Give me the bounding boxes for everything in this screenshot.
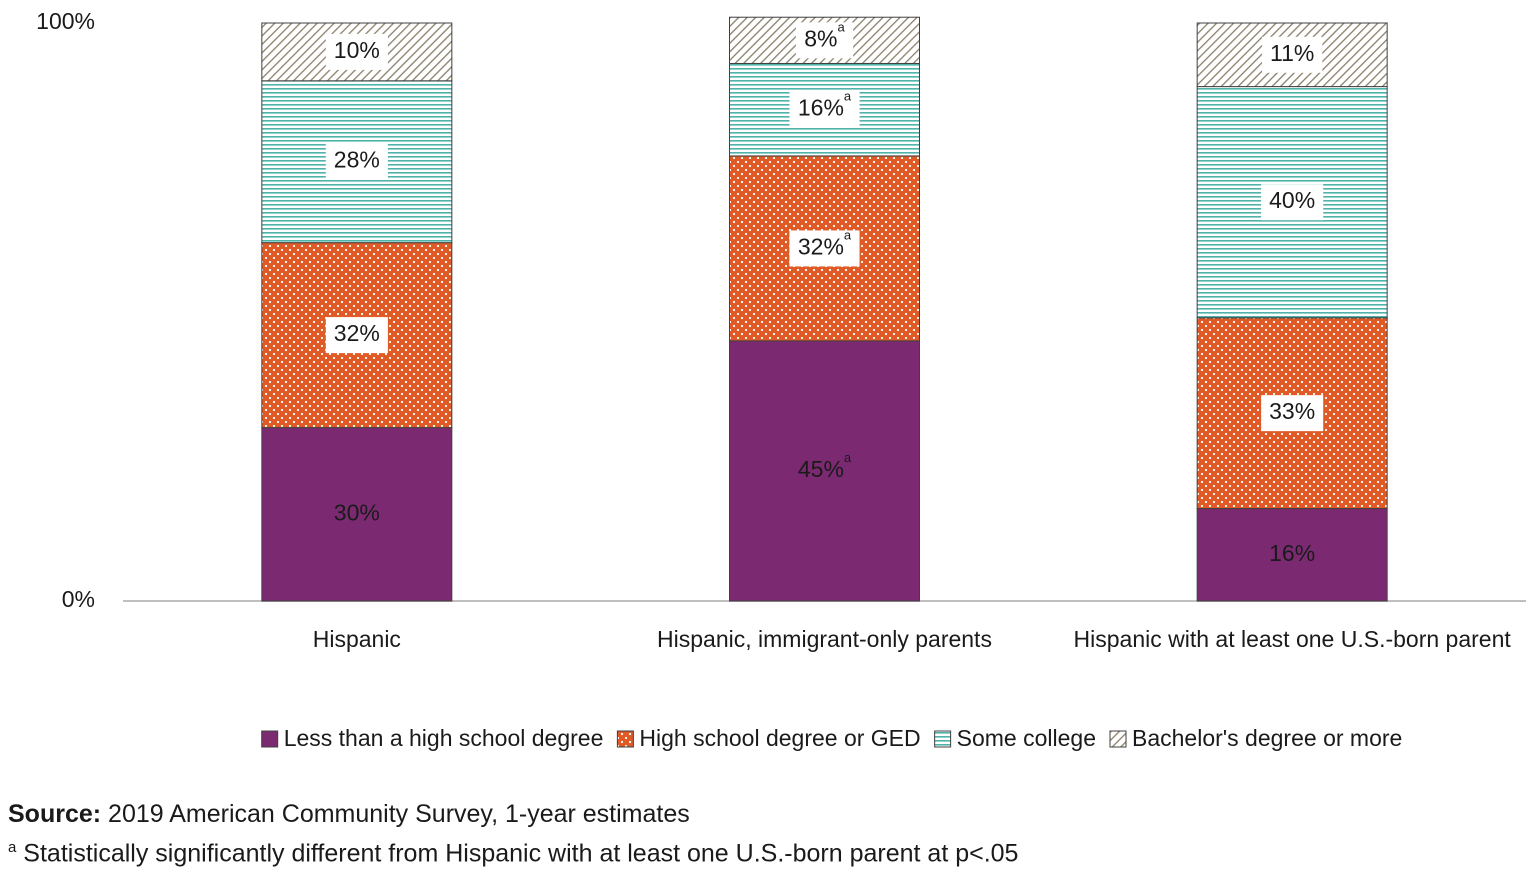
value-label-box [789, 230, 860, 267]
legend-swatch [261, 730, 279, 748]
value-label-box [1261, 395, 1324, 432]
value-label-text: 8% [804, 25, 837, 51]
x-tick-label: Hispanic, immigrant-only parents [657, 626, 992, 652]
footnote: a Statistically significantly different … [8, 839, 1018, 868]
value-label: 40% [1269, 187, 1315, 213]
value-label-text: 32% [798, 233, 844, 259]
value-label-text: 28% [334, 147, 380, 173]
bar-segment [729, 340, 920, 602]
legend-label: High school degree or GED [639, 725, 920, 751]
value-label: 16% [1269, 540, 1315, 566]
legend-swatch [1109, 730, 1127, 748]
bar-segment [1196, 508, 1388, 602]
value-label: 8%a [804, 20, 845, 52]
legend-label: Bachelor's degree or more [1132, 725, 1402, 751]
footnote-marker: a [8, 839, 17, 856]
legend-swatch [934, 730, 952, 748]
value-label-box [789, 91, 860, 128]
footnote-text: Statistically significantly different fr… [23, 839, 1019, 868]
legend-label: Less than a high school degree [284, 725, 604, 751]
value-label: 33% [1269, 398, 1315, 424]
value-label-box [1261, 184, 1324, 221]
value-label-text: 11% [1270, 40, 1314, 66]
value-label-box [1262, 36, 1323, 73]
value-label-box [325, 143, 388, 180]
value-label-note: a [844, 89, 852, 104]
y-tick-label: 0% [62, 586, 95, 612]
value-label-text: 33% [1269, 398, 1315, 424]
value-label-note: a [844, 450, 852, 465]
legend-swatch [616, 730, 634, 748]
value-label: 28% [334, 147, 380, 173]
value-label-text: 10% [334, 37, 380, 63]
value-label: 30% [334, 499, 380, 525]
value-label: 32%a [798, 228, 852, 260]
value-label-note: a [838, 20, 846, 35]
x-tick-label: Hispanic [312, 626, 401, 652]
value-label: 11% [1270, 40, 1314, 66]
value-label-box [795, 22, 854, 59]
value-label-text: 16% [1269, 540, 1315, 566]
value-label: 45%a [798, 450, 852, 482]
value-label-box [325, 33, 388, 70]
y-tick-label: 100% [36, 8, 95, 34]
bar-segment [261, 427, 453, 602]
value-label-text: 16% [798, 95, 844, 121]
source-label: Source: [8, 800, 102, 828]
value-label-text: 30% [334, 499, 380, 525]
value-label: 16%a [798, 89, 852, 121]
source-text: 2019 American Community Survey, 1-year e… [108, 800, 690, 828]
value-label: 32% [334, 320, 380, 346]
value-label: 10% [334, 37, 380, 63]
x-tick-label: Hispanic with at least one U.S.-born par… [1073, 626, 1511, 652]
value-label-text: 45% [798, 456, 844, 482]
legend-label: Some college [957, 725, 1096, 751]
value-label-note: a [844, 228, 852, 243]
value-label-box [325, 317, 388, 354]
value-label-text: 32% [334, 320, 380, 346]
value-label-text: 40% [1269, 187, 1315, 213]
source: Source: 2019 American Community Survey, … [8, 800, 690, 829]
